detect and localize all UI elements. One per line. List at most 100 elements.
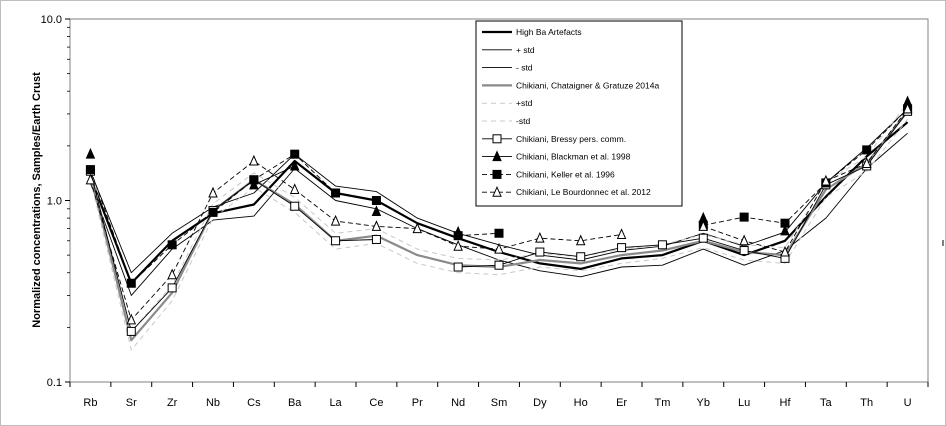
data-point <box>331 188 341 198</box>
series-line <box>458 232 500 237</box>
legend-item: Chikiani, Le Bourdonnec et al. 2012 <box>482 185 651 197</box>
x-tick-label: Yb <box>697 397 710 409</box>
data-point <box>780 224 790 236</box>
data-point <box>290 201 300 211</box>
x-tick-label: Lu <box>738 397 750 409</box>
legend-item: + std <box>482 45 535 55</box>
data-point <box>330 214 341 226</box>
data-point <box>331 236 341 246</box>
data-point <box>126 278 136 288</box>
data-point <box>371 234 381 244</box>
series-line <box>89 102 908 332</box>
y-tick-label: 1.0 <box>47 196 62 208</box>
data-point <box>780 218 790 228</box>
series-8 <box>85 104 913 288</box>
y-tick-label: 0.1 <box>47 377 62 389</box>
series-line <box>89 171 377 332</box>
legend-item: High Ba Artefacts <box>482 27 582 37</box>
data-point <box>208 207 218 217</box>
data-point <box>453 231 463 241</box>
data-point <box>167 283 177 293</box>
legend-label: + std <box>516 45 535 55</box>
data-point <box>617 243 627 253</box>
legend-label: +std <box>516 98 533 108</box>
x-tick-label: Tm <box>654 397 670 409</box>
series-9 <box>85 102 913 325</box>
data-point <box>902 102 913 114</box>
data-point <box>780 245 790 257</box>
legend-label: -std <box>516 116 530 126</box>
legend-label: Chikiani, Chataigner & Gratuze 2014a <box>516 80 659 90</box>
data-point <box>126 326 136 336</box>
data-point <box>126 313 137 325</box>
data-point <box>208 186 218 198</box>
axes: 0.1 1.0 10.0 Rb Sr Zr Nb Cs Ba La Ce Pr Nd Sm Dy Ho Er Tm… <box>41 14 929 409</box>
data-point <box>412 222 423 234</box>
data-point <box>576 252 586 262</box>
x-tick-label: Nd <box>451 397 465 409</box>
x-tick-label: Zr <box>167 397 178 409</box>
data-point <box>616 228 627 239</box>
data-point <box>249 154 259 166</box>
legend-marker <box>492 185 502 197</box>
data-point <box>494 260 504 270</box>
y-axis-label: Normalized concentrations, Samples/Earth… <box>31 72 43 328</box>
x-tick-label: Sm <box>491 397 508 409</box>
legend-item: -std <box>482 116 530 126</box>
data-point <box>453 262 463 272</box>
data-point <box>739 234 749 246</box>
data-point <box>739 246 749 256</box>
series-line <box>253 165 295 186</box>
data-point <box>85 165 95 175</box>
data-point <box>371 205 382 216</box>
x-tick-label: Ba <box>288 397 302 409</box>
data-point <box>821 174 831 186</box>
data-point <box>739 212 749 222</box>
x-tick-label: Ta <box>820 397 833 409</box>
data-point <box>290 149 300 159</box>
series-layer <box>85 95 913 351</box>
x-tick-label: Hf <box>780 397 792 409</box>
series-line <box>89 153 377 284</box>
data-point <box>575 234 586 246</box>
x-tick-label: Cs <box>247 397 261 409</box>
x-tick-label: U <box>904 397 912 409</box>
data-point <box>535 231 545 243</box>
data-point <box>371 220 382 231</box>
data-point <box>494 242 504 254</box>
x-tick-label: Er <box>616 397 627 409</box>
legend-marker <box>492 150 502 162</box>
data-point <box>167 268 177 280</box>
series-line <box>458 111 908 268</box>
x-tick-label: La <box>329 397 342 409</box>
series-4 <box>89 102 908 332</box>
data-point <box>167 240 177 250</box>
data-point <box>289 159 300 171</box>
data-point <box>249 175 259 185</box>
data-point <box>861 157 872 168</box>
x-tick-label: Rb <box>83 397 97 409</box>
legend-marker <box>492 134 502 144</box>
legend-item: - std <box>482 63 533 73</box>
data-point <box>698 233 708 243</box>
series-line <box>703 108 908 226</box>
legend-item: Chikiani, Keller et al. 1996 <box>482 169 615 179</box>
x-tick-label: Th <box>860 397 873 409</box>
legend-label: Chikiani, Le Bourdonnec et al. 2012 <box>516 187 651 197</box>
legend-item: +std <box>482 98 533 108</box>
data-point <box>371 196 381 205</box>
x-tick-label: Sr <box>126 397 137 409</box>
data-point <box>249 178 259 190</box>
legend-item: Chikiani, Blackman et al. 1998 <box>482 150 631 162</box>
data-point <box>494 228 504 238</box>
data-point <box>453 239 463 251</box>
legend-label: Chikiani, Keller et al. 1996 <box>516 169 615 179</box>
series-line <box>89 160 622 321</box>
series-line <box>703 108 908 253</box>
data-point <box>862 145 872 155</box>
x-tick-label: Nb <box>206 397 220 409</box>
y-tick-label: 10.0 <box>41 14 62 26</box>
x-tick-label: Dy <box>533 397 547 409</box>
legend: High Ba Artefacts + std - std Chikiani, Cha… <box>475 20 683 207</box>
